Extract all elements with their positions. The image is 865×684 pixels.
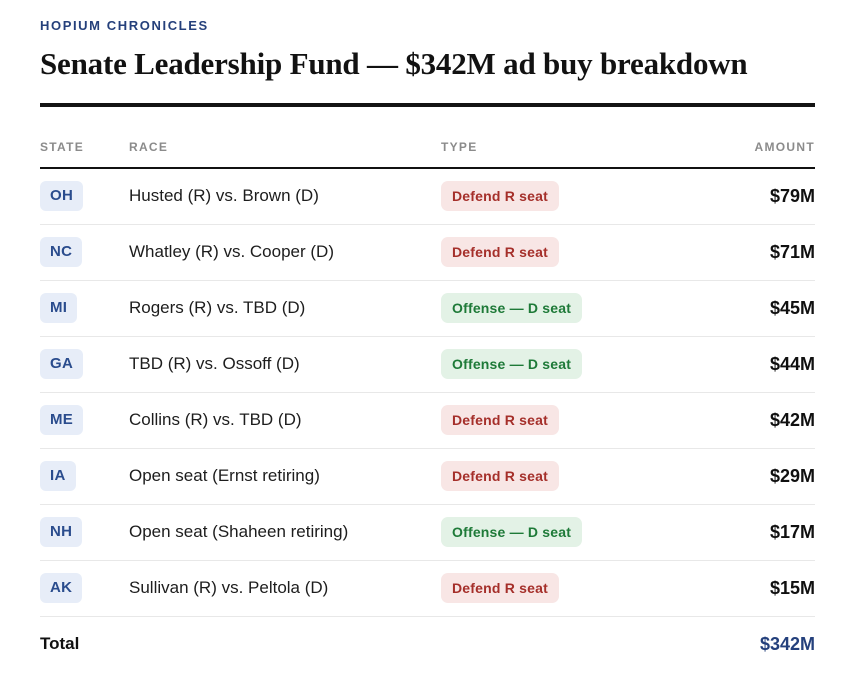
- article-container: HOPIUM CHRONICLES Senate Leadership Fund…: [40, 18, 815, 655]
- title-rule: [40, 102, 815, 107]
- table-row: IA Open seat (Ernst retiring) Defend R s…: [40, 449, 815, 505]
- table-body: OH Husted (R) vs. Brown (D) Defend R sea…: [40, 169, 815, 617]
- amount-value: $79M: [769, 185, 815, 206]
- type-badge: Defend R seat: [441, 405, 559, 436]
- type-badge: Offense — D seat: [441, 349, 583, 380]
- amount-value: $29M: [769, 465, 815, 486]
- race-label: Open seat (Shaheen retiring): [129, 522, 349, 542]
- amount-value: $71M: [769, 241, 815, 262]
- amount-value: $45M: [769, 297, 815, 318]
- total-label: Total: [40, 634, 80, 654]
- state-badge: MI: [40, 293, 78, 324]
- race-label: Rogers (R) vs. TBD (D): [129, 298, 306, 318]
- type-badge: Defend R seat: [441, 181, 559, 212]
- type-badge: Defend R seat: [441, 573, 559, 604]
- race-label: Open seat (Ernst retiring): [129, 466, 320, 486]
- state-badge: AK: [40, 573, 83, 604]
- type-badge: Defend R seat: [441, 237, 559, 268]
- table-row: NH Open seat (Shaheen retiring) Offense …: [40, 505, 815, 561]
- state-badge: NC: [40, 237, 83, 268]
- amount-value: $15M: [769, 577, 815, 598]
- type-badge: Offense — D seat: [441, 293, 583, 324]
- state-badge: IA: [40, 461, 76, 492]
- table-row: ME Collins (R) vs. TBD (D) Defend R seat…: [40, 393, 815, 449]
- table-row: GA TBD (R) vs. Ossoff (D) Offense — D se…: [40, 337, 815, 393]
- amount-value: $44M: [769, 353, 815, 374]
- state-badge: GA: [40, 349, 84, 380]
- table-row: MI Rogers (R) vs. TBD (D) Offense — D se…: [40, 281, 815, 337]
- state-badge: NH: [40, 517, 83, 548]
- ad-buy-table: STATE RACE TYPE AMOUNT OH Husted (R) vs.…: [40, 140, 815, 655]
- column-header-type: TYPE: [441, 139, 478, 154]
- type-badge: Defend R seat: [441, 461, 559, 492]
- race-label: TBD (R) vs. Ossoff (D): [129, 354, 300, 374]
- column-header-race: RACE: [129, 139, 169, 154]
- table-header-row: STATE RACE TYPE AMOUNT: [40, 140, 815, 169]
- state-badge: OH: [40, 181, 84, 212]
- amount-value: $42M: [769, 409, 815, 430]
- total-row: Total $342M: [40, 617, 815, 655]
- race-label: Sullivan (R) vs. Peltola (D): [129, 578, 329, 598]
- table-row: AK Sullivan (R) vs. Peltola (D) Defend R…: [40, 561, 815, 617]
- column-header-state: STATE: [40, 139, 85, 154]
- state-badge: ME: [40, 405, 84, 436]
- race-label: Whatley (R) vs. Cooper (D): [129, 242, 334, 262]
- type-badge: Offense — D seat: [441, 517, 583, 548]
- table-row: NC Whatley (R) vs. Cooper (D) Defend R s…: [40, 225, 815, 281]
- kicker: HOPIUM CHRONICLES: [40, 18, 209, 33]
- race-label: Husted (R) vs. Brown (D): [129, 186, 319, 206]
- page-title: Senate Leadership Fund — $342M ad buy br…: [40, 46, 748, 81]
- race-label: Collins (R) vs. TBD (D): [129, 410, 302, 430]
- column-header-amount: AMOUNT: [754, 139, 815, 154]
- table-row: OH Husted (R) vs. Brown (D) Defend R sea…: [40, 169, 815, 225]
- total-amount: $342M: [759, 633, 815, 654]
- amount-value: $17M: [769, 521, 815, 542]
